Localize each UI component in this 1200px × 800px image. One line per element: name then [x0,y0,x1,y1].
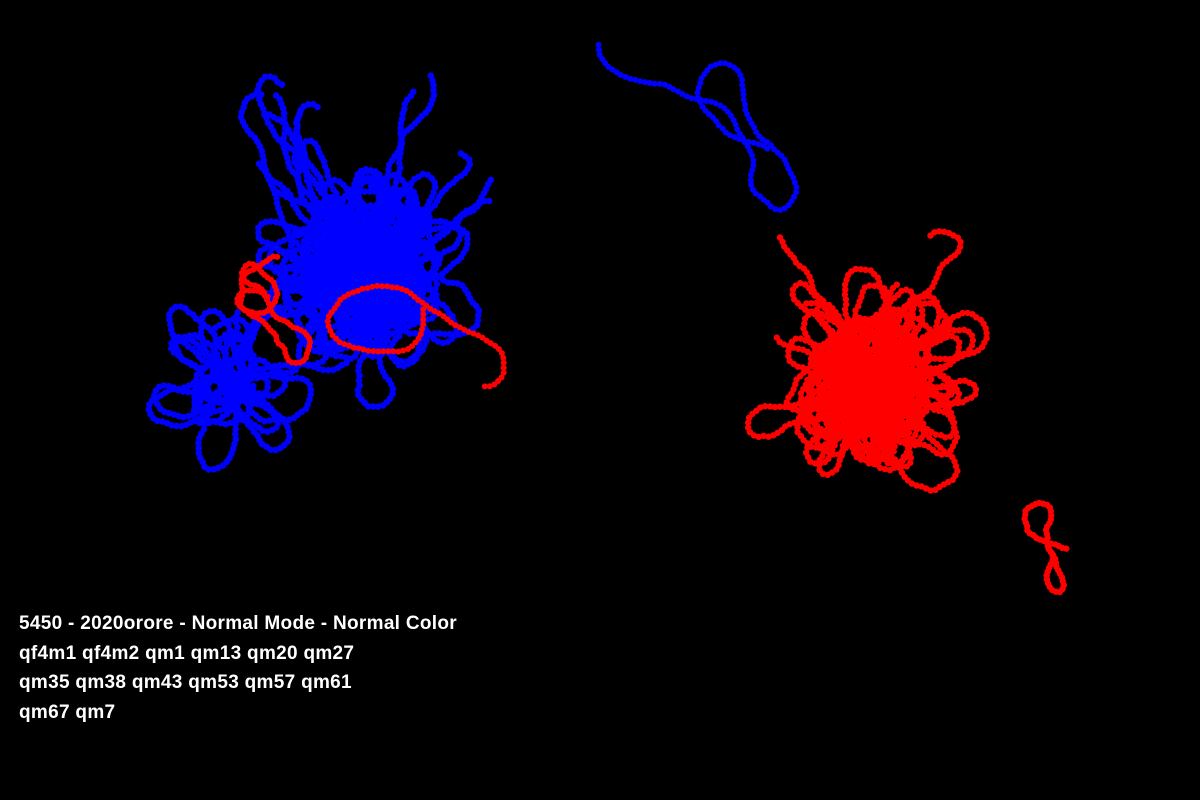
caption-ids-line-1: qf4m1 qf4m2 qm1 qm13 qm20 qm27 [19,642,355,664]
caption-block: 5450 - 2020orore - Normal Mode - Normal … [19,609,457,727]
caption-ids-line-2: qm35 qm38 qm43 qm53 qm57 qm61 [19,672,352,693]
caption-ids-line-3: qm67 qm7 [19,701,116,723]
caption-title: 5450 - 2020orore - Normal Mode - Normal … [19,613,457,634]
